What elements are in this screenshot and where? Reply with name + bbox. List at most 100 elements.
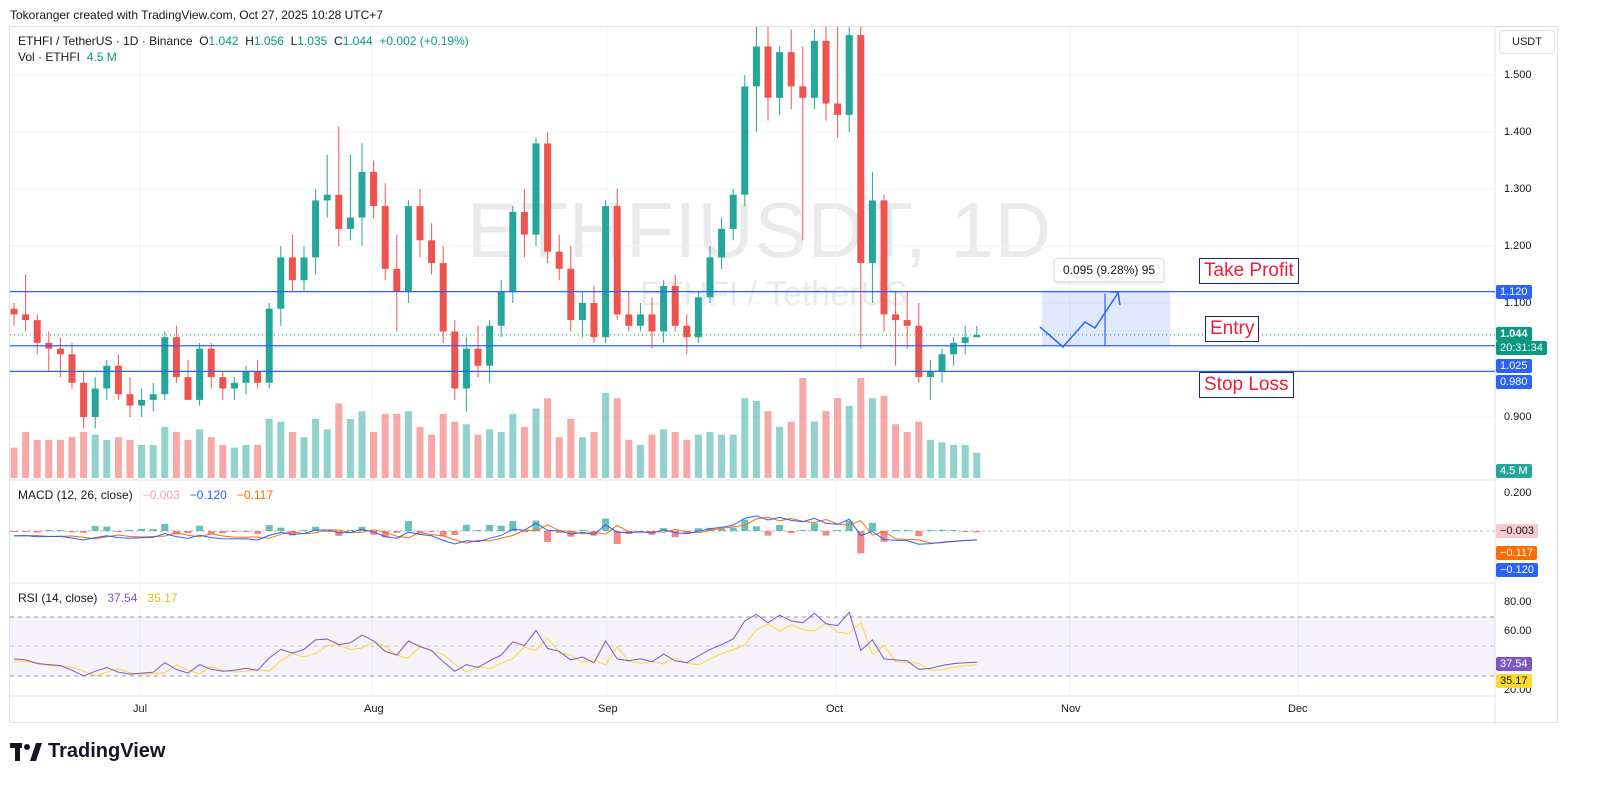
- macd-histogram-bar: [312, 526, 320, 531]
- candle-body: [207, 348, 215, 378]
- candle-body: [451, 331, 459, 389]
- macd-histogram-bar: [671, 531, 679, 538]
- candle-body: [68, 354, 76, 383]
- macd-histogram-bar: [56, 530, 64, 531]
- volume-bar: [729, 434, 737, 478]
- macd-hist-tag: −0.003: [1496, 524, 1538, 538]
- candle-body: [961, 337, 969, 343]
- candle-body: [694, 297, 702, 338]
- tradingview-logo[interactable]: TradingView: [10, 740, 165, 763]
- candle-body: [834, 103, 842, 115]
- macd-histogram-bar: [323, 531, 331, 532]
- macd-histogram-bar: [729, 527, 737, 531]
- macd-histogram-bar: [126, 530, 134, 531]
- volume-bar: [242, 445, 250, 478]
- macd-histogram-bar: [196, 525, 204, 531]
- candle-body: [776, 52, 784, 98]
- macd-histogram-bar: [33, 531, 41, 533]
- volume-bar: [288, 432, 296, 478]
- candle-body: [555, 251, 563, 269]
- macd-histogram-bar: [776, 525, 784, 531]
- volume-bar: [126, 439, 134, 478]
- price-axis-label: 0.900: [1504, 411, 1532, 423]
- time-axis-label: Aug: [364, 703, 384, 715]
- candle-body: [126, 394, 134, 406]
- macd-histogram-bar: [532, 520, 540, 531]
- volume-bar: [416, 426, 424, 478]
- volume-bar: [602, 393, 610, 478]
- volume-bar: [671, 432, 679, 478]
- volume-bar: [787, 421, 795, 478]
- rsi-axis-label: 60.00: [1504, 625, 1532, 637]
- candle-body: [683, 325, 691, 338]
- volume-bar: [973, 452, 981, 478]
- volume-bar: [207, 437, 215, 478]
- entry-label[interactable]: Entry: [1205, 316, 1260, 342]
- macd-histogram-bar: [370, 531, 378, 535]
- candle-body: [312, 200, 320, 258]
- volume-bar: [694, 434, 702, 478]
- candle-body: [358, 171, 366, 218]
- macd-histogram-bar: [439, 531, 447, 537]
- macd-histogram-bar: [938, 529, 946, 531]
- take-profit-label[interactable]: Take Profit: [1199, 258, 1299, 284]
- projected-path-arrowhead: [1110, 291, 1121, 306]
- volume-bar: [926, 439, 934, 478]
- candle-body: [845, 35, 853, 115]
- time-axis-label: Dec: [1288, 703, 1308, 715]
- macd-histogram-bar: [822, 531, 830, 536]
- macd-histogram-bar: [138, 528, 146, 531]
- candle-body: [520, 211, 528, 235]
- brand-name: TradingView: [48, 740, 166, 762]
- volume-bar: [312, 419, 320, 478]
- price-axis-label: 1.300: [1504, 183, 1532, 195]
- macd-histogram-bar: [950, 530, 958, 531]
- currency-button[interactable]: USDT: [1499, 30, 1555, 54]
- volume-bar: [196, 429, 204, 478]
- volume-bar: [903, 432, 911, 478]
- bar-countdown: 20:31:34: [1496, 341, 1547, 355]
- candle-body: [56, 348, 64, 355]
- candle-body: [288, 257, 296, 281]
- volume-bar: [33, 439, 41, 478]
- macd-histogram-bar: [10, 531, 18, 532]
- volume-tag: 4.5 M: [1496, 464, 1532, 478]
- candle-body: [578, 303, 586, 321]
- candle-body: [880, 200, 888, 315]
- candle-body: [718, 228, 726, 258]
- macd-axis-label: 0.200: [1504, 487, 1532, 499]
- macd-histogram-bar: [288, 531, 296, 536]
- macd-histogram-bar: [764, 531, 772, 536]
- candle-body: [172, 337, 180, 378]
- candle-body: [138, 399, 146, 406]
- volume-bar: [532, 408, 540, 478]
- time-axis-label: Jul: [133, 703, 148, 715]
- price-axis-label: 1.200: [1504, 240, 1532, 252]
- main-legend: ETHFI / TetherUS · 1D · Binance O1.042 H…: [18, 34, 469, 48]
- volume-bar: [277, 421, 285, 478]
- chart-caption: Tokoranger created with TradingView.com,…: [10, 8, 383, 22]
- macd-histogram-bar: [462, 524, 470, 531]
- macd-signal-line: [13, 516, 977, 544]
- price-range-box: [1042, 291, 1170, 346]
- volume-bar: [393, 413, 401, 478]
- candle-body: [497, 291, 505, 326]
- macd-histogram-bar: [799, 530, 807, 531]
- volume-bar: [938, 442, 946, 478]
- candle-body: [903, 320, 911, 326]
- candle-body: [474, 348, 482, 366]
- volume-bar: [625, 439, 633, 478]
- volume-bar: [91, 434, 99, 478]
- tradingview-logo-icon: [10, 742, 42, 761]
- macd-histogram-bar: [346, 530, 354, 531]
- macd-histogram-bar: [752, 526, 760, 531]
- macd-histogram-bar: [892, 530, 900, 531]
- macd-line: [13, 515, 977, 545]
- stop-loss-label[interactable]: Stop Loss: [1199, 372, 1294, 398]
- volume-bar: [439, 413, 447, 478]
- time-axis-label: Sep: [598, 703, 618, 715]
- macd-histogram-bar: [242, 531, 250, 532]
- volume-bar: [706, 432, 714, 478]
- candle-body: [254, 371, 262, 383]
